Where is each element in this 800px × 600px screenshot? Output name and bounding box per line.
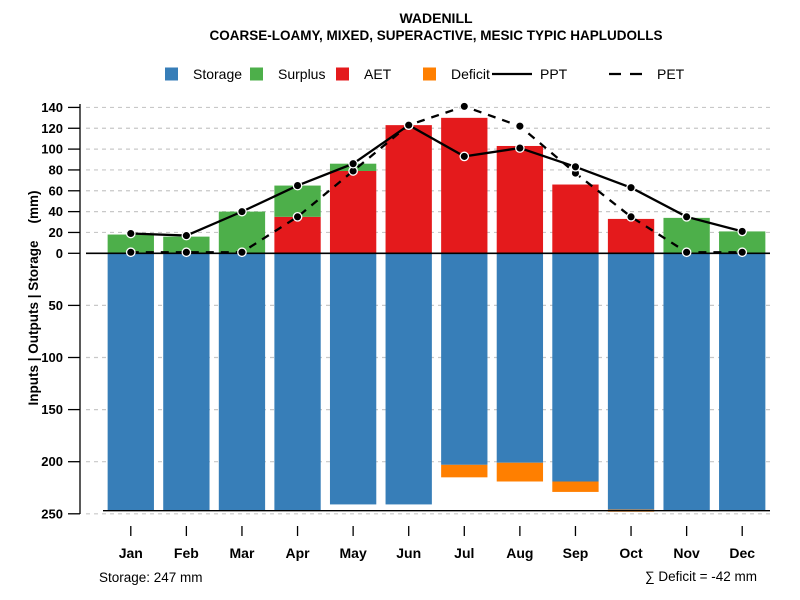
legend-label-ppt: PPT (540, 66, 568, 82)
surplus-bar-dec (719, 231, 766, 254)
deficit-bar-sep (552, 481, 599, 492)
y-tick-label-250: 250 (41, 506, 63, 521)
y-tick-label-100: 100 (41, 142, 63, 157)
deficit-bar-jul (441, 464, 488, 478)
aet-bar-jul (441, 117, 488, 254)
month-label-mar: Mar (230, 545, 255, 561)
pet-point-apr (292, 211, 303, 222)
surplus-bar-nov (663, 217, 710, 254)
month-label-jun: Jun (396, 545, 421, 561)
month-label-sep: Sep (563, 545, 589, 561)
pet-point-aug (515, 121, 525, 132)
storage-bar-feb (163, 253, 210, 511)
legend-swatch-deficit (423, 67, 436, 81)
pet-point-nov (681, 247, 692, 258)
storage-bar-nov (663, 253, 710, 511)
month-label-apr: Apr (285, 545, 310, 561)
storage-bar-jun (385, 253, 432, 505)
ppt-point-may (348, 158, 358, 169)
y-tick-label-120: 120 (41, 121, 63, 136)
y-tick-label-140: 140 (41, 100, 63, 115)
ppt-point-aug (515, 143, 525, 153)
aet-bar-apr (274, 216, 321, 254)
ppt-point-dec (737, 226, 748, 237)
storage-bar-may (329, 253, 377, 505)
ppt-point-jul (459, 151, 470, 162)
y-tick-label-60: 60 (49, 183, 63, 198)
deficit-bar-aug (496, 462, 544, 482)
storage-bar-sep (552, 253, 599, 482)
y-tick-label-100: 100 (41, 350, 63, 365)
reference-lines (86, 252, 770, 512)
y-axis-unit-label: (mm) (26, 191, 41, 224)
surplus-bar-jan (107, 234, 154, 254)
ppt-point-jun (403, 120, 414, 130)
month-label-dec: Dec (729, 545, 755, 561)
surplus-bar-apr (274, 185, 321, 217)
month-label-aug: Aug (506, 545, 533, 561)
pet-point-oct (626, 211, 636, 222)
y-axis-label: Inputs | Outputs | Storage (26, 240, 41, 406)
y-tick-label-0: 0 (56, 246, 63, 261)
surplus-bar-feb (163, 236, 210, 254)
month-label-nov: Nov (673, 545, 700, 561)
storage-bar-apr (274, 253, 321, 511)
storage-bar-aug (496, 253, 544, 463)
series-lines (125, 101, 748, 258)
pet-line (130, 105, 743, 254)
deficit-total-note: ∑ Deficit = -42 mm (645, 569, 757, 584)
legend-swatch-surplus (250, 67, 263, 81)
legend-swatch-storage (165, 67, 178, 81)
legend-label-deficit: Deficit (451, 66, 490, 82)
y-tick-label-200: 200 (41, 454, 63, 469)
aet-bar-aug (496, 145, 544, 254)
legend-label-pet: PET (657, 66, 685, 82)
chart-title: WADENILL (399, 10, 473, 26)
aet-bar-sep (552, 184, 599, 254)
month-label-jul: Jul (454, 545, 474, 561)
storage-bar-jul (441, 253, 488, 465)
storage-bar-jan (107, 253, 154, 511)
y-tick-label-150: 150 (41, 402, 63, 417)
month-label-may: May (340, 545, 367, 561)
ppt-point-sep (570, 161, 581, 172)
bars (107, 117, 766, 512)
storage-note: Storage: 247 mm (99, 570, 203, 585)
ppt-point-apr (292, 180, 303, 191)
legend-swatch-aet (336, 67, 349, 81)
pet-point-dec (737, 247, 748, 258)
legend-label-storage: Storage (193, 66, 242, 82)
legend-label-surplus: Surplus (278, 66, 325, 82)
storage-bar-dec (719, 253, 766, 511)
month-label-oct: Oct (619, 545, 643, 561)
y-tick-label-80: 80 (49, 162, 63, 177)
aet-bar-jun (385, 125, 432, 254)
ppt-point-nov (681, 211, 692, 222)
ppt-point-oct (626, 182, 636, 193)
ppt-point-feb (181, 230, 192, 241)
axes: 0 20 40 60 80 100 120 140 50 100 150 200 250 Jan Feb Ma… (41, 100, 755, 561)
legend-label-aet: AET (364, 66, 392, 82)
pet-point-jan (125, 247, 136, 258)
storage-bar-mar (218, 253, 266, 511)
chart-legend: Storage Surplus AET Deficit PPT PET (165, 66, 685, 82)
ppt-line (130, 123, 743, 237)
chart-subtitle: COARSE-LOAMY, MIXED, SUPERACTIVE, MESIC … (209, 28, 662, 43)
y-tick-label-20: 20 (49, 225, 63, 240)
aet-bar-oct (607, 218, 655, 254)
pet-point-mar (237, 247, 247, 258)
y-tick-label-40: 40 (49, 204, 63, 219)
ppt-point-mar (237, 206, 247, 217)
storage-bar-oct (607, 253, 655, 510)
y-tick-label-50: 50 (49, 298, 63, 313)
month-label-feb: Feb (174, 545, 199, 561)
month-label-jan: Jan (119, 545, 143, 561)
pet-point-jul (459, 101, 470, 112)
pet-point-feb (181, 247, 192, 258)
ppt-point-jan (125, 228, 136, 239)
